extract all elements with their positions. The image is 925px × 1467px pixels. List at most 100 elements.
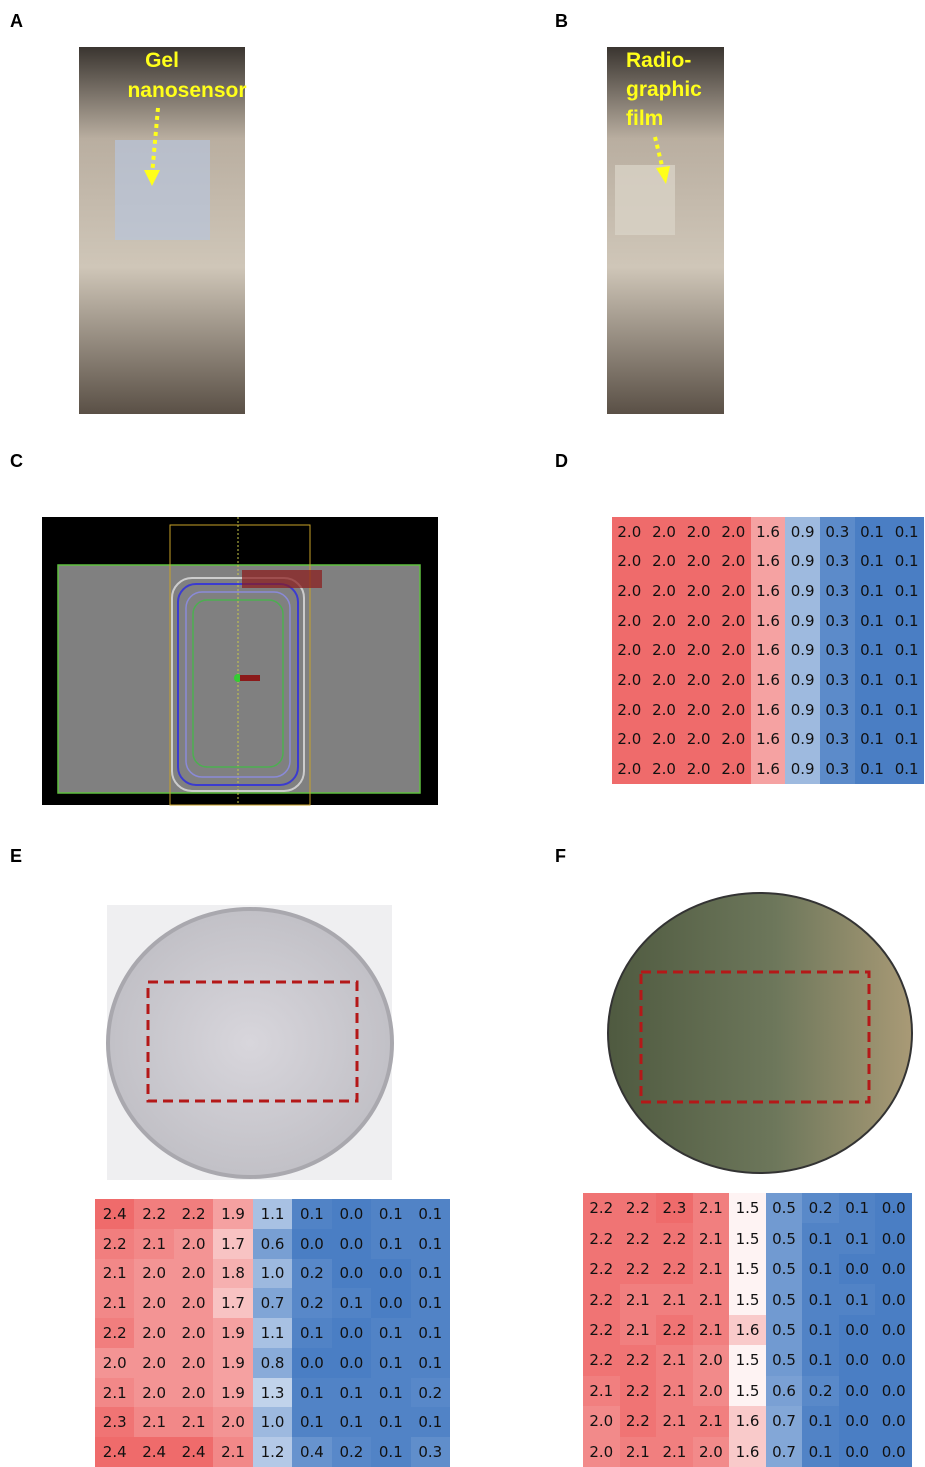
table-cell: 0.1: [292, 1318, 331, 1348]
table-cell: 1.6: [729, 1315, 766, 1345]
table-cell: 0.0: [875, 1193, 912, 1223]
table-cell: 2.0: [716, 725, 751, 755]
table-cell: 1.6: [751, 576, 786, 606]
table-cell: 0.0: [875, 1437, 912, 1467]
table-cell: 2.0: [134, 1378, 173, 1408]
table-cell: 0.1: [839, 1284, 876, 1314]
table-cell: 1.0: [253, 1407, 292, 1437]
table-cell: 2.3: [95, 1407, 134, 1437]
table-cell: 2.2: [95, 1318, 134, 1348]
table-cell: 2.2: [583, 1315, 620, 1345]
table-cell: 2.1: [656, 1345, 693, 1375]
film-disc: [608, 893, 912, 1173]
table-cell: 0.5: [766, 1284, 803, 1314]
table-cell: 2.0: [716, 576, 751, 606]
table-cell: 0.4: [292, 1437, 331, 1467]
table-cell: 0.0: [839, 1406, 876, 1436]
table-cell: 0.1: [332, 1288, 371, 1318]
table-cell: 2.2: [174, 1199, 213, 1229]
table-cell: 2.1: [213, 1437, 252, 1467]
table-cell: 0.1: [855, 665, 890, 695]
table-cell: 2.0: [647, 606, 682, 636]
table-cell: 1.6: [751, 665, 786, 695]
table-cell: 2.2: [620, 1345, 657, 1375]
table-cell: 1.6: [751, 636, 786, 666]
table-cell: 2.0: [612, 517, 647, 547]
table-cell: 0.0: [839, 1315, 876, 1345]
table-cell: 0.1: [889, 517, 924, 547]
table-cell: 1.8: [213, 1259, 252, 1289]
table-cell: 0.0: [839, 1437, 876, 1467]
table-cell: 2.0: [716, 695, 751, 725]
annotation: nanosensor: [127, 79, 246, 102]
panel-label: D: [555, 451, 568, 471]
table-cell: 2.0: [612, 665, 647, 695]
table-cell: 2.1: [693, 1223, 730, 1253]
table-cell: 2.0: [647, 636, 682, 666]
table-cell: 0.9: [785, 517, 820, 547]
table-cell: 0.9: [785, 754, 820, 784]
table-cell: 0.1: [802, 1223, 839, 1253]
table-cell: 2.0: [612, 636, 647, 666]
table-cell: 0.0: [875, 1345, 912, 1375]
table-cell: 2.2: [583, 1193, 620, 1223]
table-cell: 2.0: [681, 576, 716, 606]
table-cell: 2.2: [620, 1406, 657, 1436]
table-cell: 0.9: [785, 725, 820, 755]
table-cell: 1.5: [729, 1193, 766, 1223]
table-cell: 0.9: [785, 576, 820, 606]
table-cell: 2.2: [583, 1345, 620, 1375]
figure: A B C D E F Gel nanosensor Radio- graphi…: [0, 0, 925, 1467]
table-cell: 2.2: [583, 1254, 620, 1284]
table-cell: 0.9: [785, 547, 820, 577]
table-cell: 2.0: [681, 606, 716, 636]
annotation: Gel: [145, 49, 179, 72]
table-cell: 2.1: [95, 1259, 134, 1289]
table-cell: 0.0: [875, 1254, 912, 1284]
table-cell: 0.8: [253, 1348, 292, 1378]
table-cell: 2.1: [656, 1437, 693, 1467]
table-cell: 2.2: [656, 1254, 693, 1284]
table-cell: 1.6: [751, 695, 786, 725]
panel-label: A: [10, 11, 23, 31]
table-cell: 2.0: [693, 1437, 730, 1467]
panel-label: C: [10, 451, 23, 471]
table-cell: 0.1: [889, 636, 924, 666]
table-cell: 2.0: [647, 754, 682, 784]
table-cell: 2.2: [134, 1199, 173, 1229]
table-cell: 1.5: [729, 1254, 766, 1284]
table-cell: 2.0: [647, 517, 682, 547]
table-cell: 2.2: [620, 1254, 657, 1284]
table-cell: 2.0: [647, 665, 682, 695]
table-cell: 0.1: [371, 1199, 410, 1229]
table-cell: 2.1: [693, 1315, 730, 1345]
table-cell: 0.5: [766, 1223, 803, 1253]
table-cell: 2.0: [647, 725, 682, 755]
table-cell: 1.6: [751, 725, 786, 755]
table-cell: 2.4: [174, 1437, 213, 1467]
table-cell: 0.1: [802, 1284, 839, 1314]
table-cell: 0.9: [785, 636, 820, 666]
table-cell: 0.1: [889, 725, 924, 755]
table-cell: 0.1: [839, 1223, 876, 1253]
sensor-patch: [115, 140, 210, 240]
table-cell: 0.0: [292, 1229, 331, 1259]
table-cell: 2.0: [681, 665, 716, 695]
table-cell: 2.1: [134, 1229, 173, 1259]
table-cell: 2.2: [583, 1284, 620, 1314]
table-cell: 2.4: [134, 1437, 173, 1467]
table-cell: 0.2: [292, 1288, 331, 1318]
table-cell: 0.0: [332, 1318, 371, 1348]
table-cell: 2.2: [95, 1229, 134, 1259]
table-cell: 0.0: [875, 1284, 912, 1314]
table-cell: 0.3: [820, 517, 855, 547]
table-cell: 0.1: [411, 1288, 450, 1318]
table-cell: 0.9: [785, 606, 820, 636]
table-cell: 0.3: [820, 695, 855, 725]
table-cell: 0.1: [411, 1348, 450, 1378]
table-cell: 0.1: [889, 547, 924, 577]
table-cell: 0.6: [766, 1376, 803, 1406]
table-cell: 0.1: [889, 606, 924, 636]
table-cell: 0.7: [253, 1288, 292, 1318]
table-cell: 0.5: [766, 1315, 803, 1345]
